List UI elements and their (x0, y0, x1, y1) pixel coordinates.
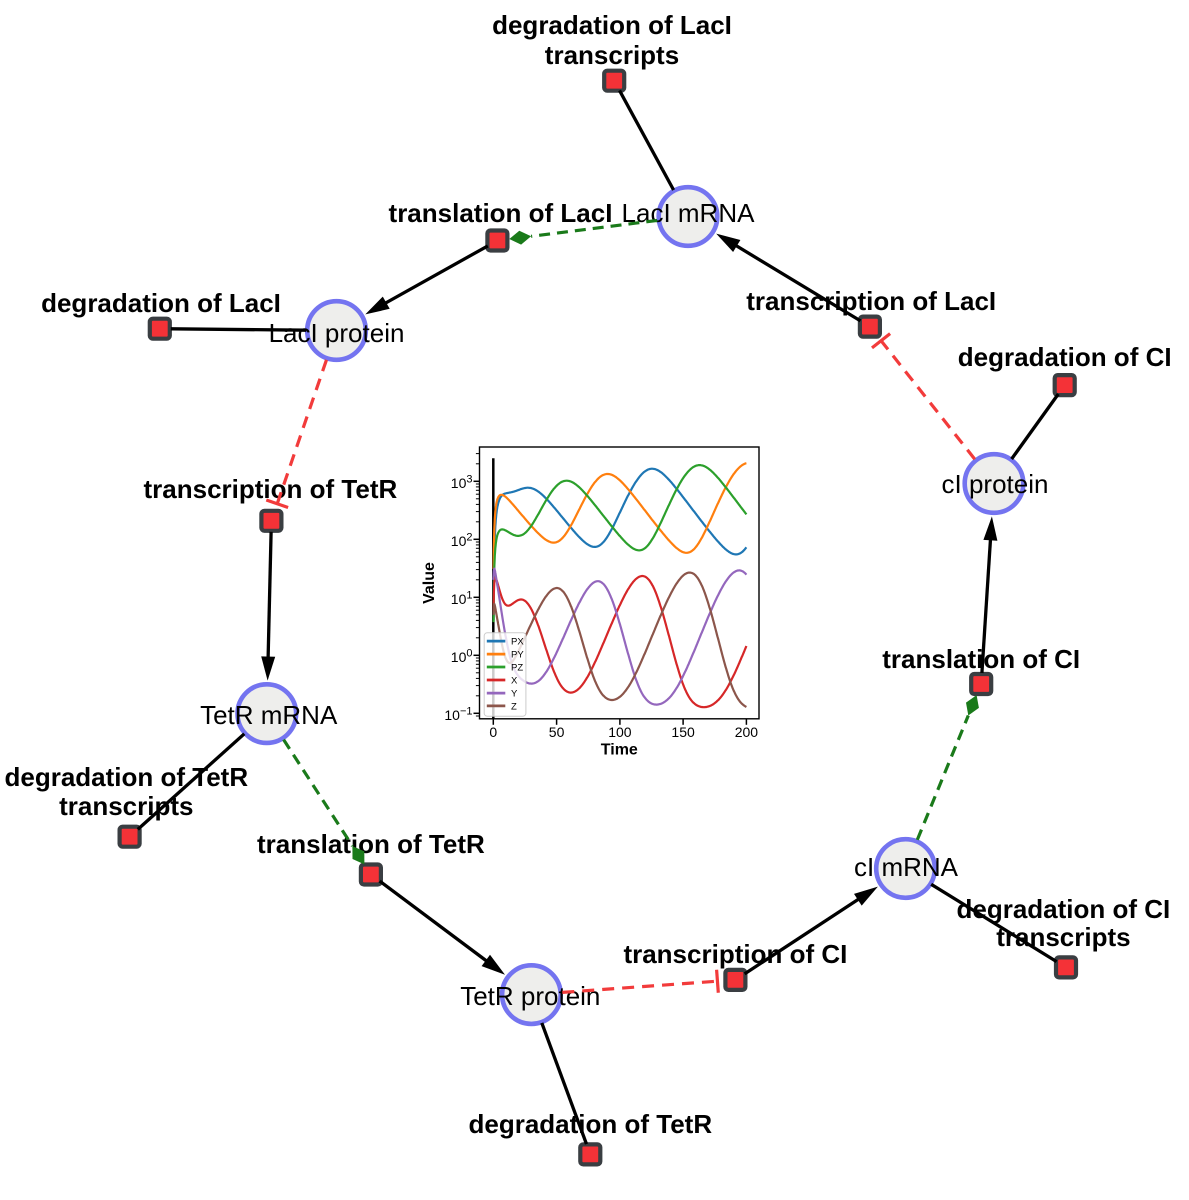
svg-text:cI mRNA: cI mRNA (854, 852, 959, 882)
svg-text:PZ: PZ (511, 662, 523, 673)
svg-text:transcription of TetR: transcription of TetR (144, 474, 398, 504)
svg-text:cI protein: cI protein (942, 469, 1049, 499)
svg-text:X: X (511, 675, 518, 686)
svg-text:PX: PX (511, 637, 524, 648)
svg-text:TetR protein: TetR protein (460, 981, 600, 1011)
svg-text:transcription of LacI: transcription of LacI (746, 286, 996, 316)
svg-text:translation of LacI: translation of LacI (389, 198, 613, 228)
svg-text:degradation of LacI: degradation of LacI (41, 288, 281, 318)
svg-text:transcripts: transcripts (545, 40, 679, 70)
svg-text:LacI protein: LacI protein (269, 318, 405, 348)
svg-text:Time: Time (601, 742, 638, 759)
svg-text:Y: Y (511, 689, 518, 700)
svg-text:LacI mRNA: LacI mRNA (622, 198, 756, 228)
svg-text:translation of TetR: translation of TetR (257, 829, 485, 859)
svg-text:50: 50 (549, 724, 565, 740)
svg-text:degradation of TetR: degradation of TetR (468, 1109, 712, 1139)
svg-text:200: 200 (735, 724, 759, 740)
svg-text:Z: Z (511, 701, 517, 712)
svg-text:0: 0 (489, 724, 497, 740)
svg-text:150: 150 (671, 724, 695, 740)
svg-text:transcription of CI: transcription of CI (623, 939, 847, 969)
svg-text:degradation of LacI: degradation of LacI (492, 10, 732, 40)
svg-text:Value: Value (421, 562, 438, 604)
svg-text:transcripts: transcripts (59, 791, 193, 821)
svg-text:degradation of CI: degradation of CI (958, 342, 1172, 372)
svg-text:100: 100 (608, 724, 632, 740)
svg-text:degradation of TetR: degradation of TetR (4, 762, 248, 792)
svg-text:PY: PY (511, 650, 524, 661)
svg-text:TetR mRNA: TetR mRNA (200, 700, 338, 730)
svg-text:degradation of CI: degradation of CI (957, 894, 1171, 924)
